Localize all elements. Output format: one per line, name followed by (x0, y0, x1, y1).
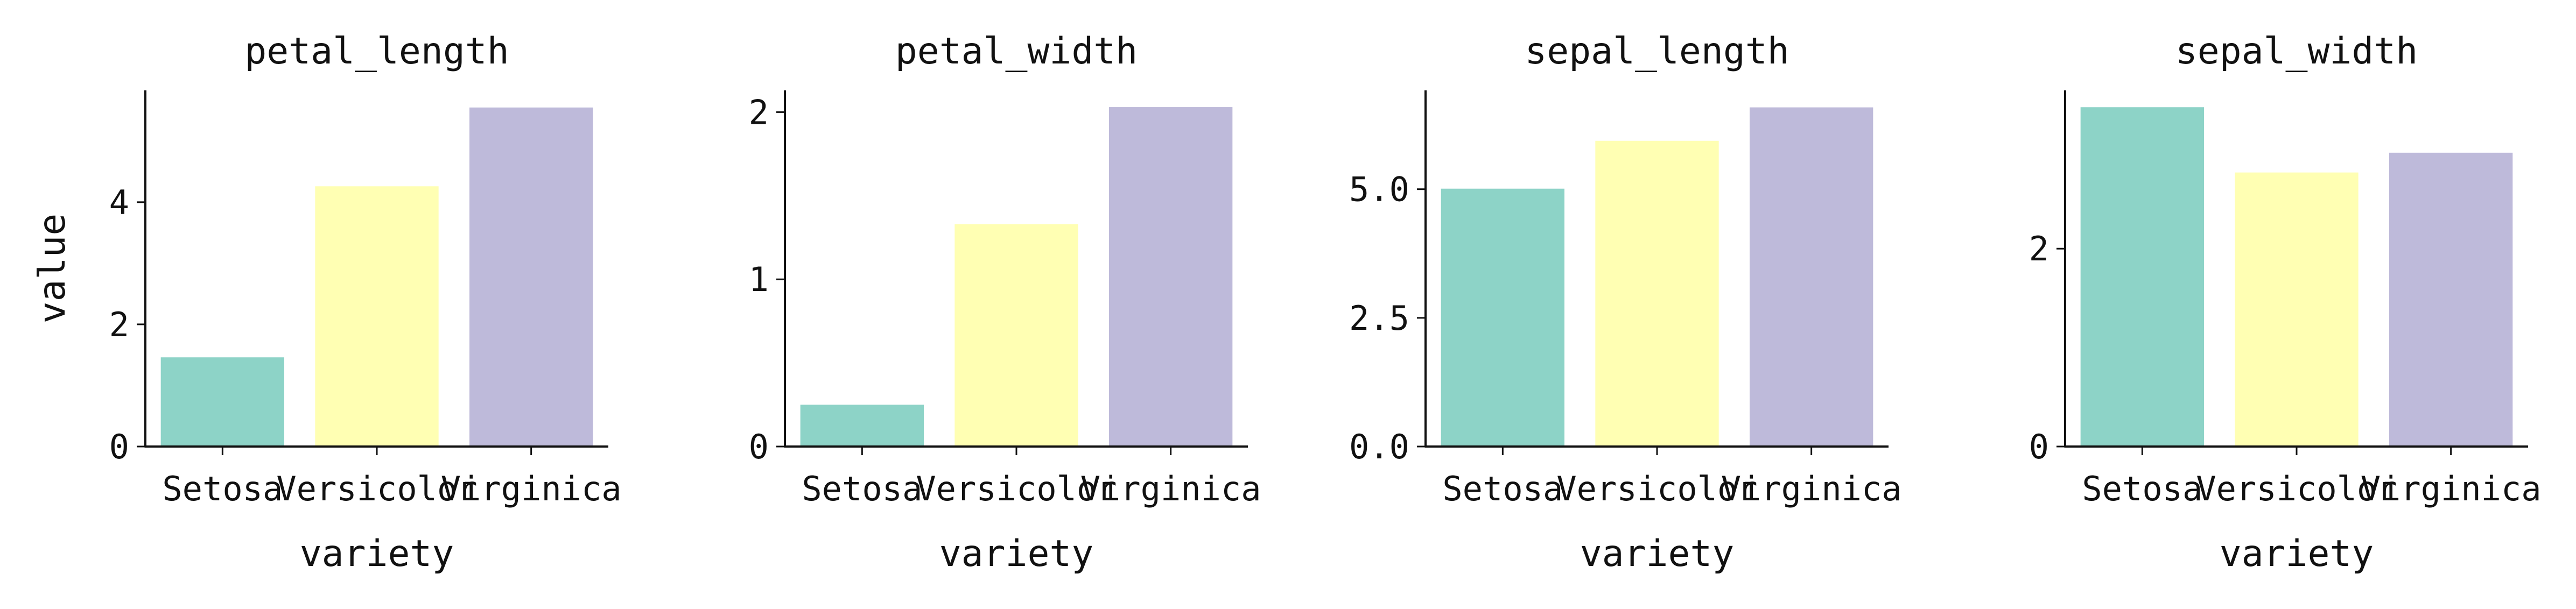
x-axis-label: variety (2220, 533, 2374, 575)
bar-setosa (800, 405, 924, 447)
x-tick-label: Versicolor (1556, 469, 1757, 508)
bar-versicolor (315, 186, 439, 447)
y-tick-label: 0 (109, 427, 129, 466)
y-tick-label: 0.0 (1349, 427, 1409, 466)
bar-setosa (2080, 107, 2204, 447)
x-tick-label: Virginica (441, 469, 622, 508)
x-tick-label: Virginica (2361, 469, 2542, 508)
x-tick-label: Versicolor (2196, 469, 2397, 508)
panel-title: petal_length (244, 30, 509, 73)
x-axis-label: variety (939, 533, 1094, 575)
x-tick-label: Virginica (1721, 469, 1902, 508)
y-tick-label: 0 (749, 427, 769, 466)
bar-virginica (2389, 152, 2513, 447)
bar-versicolor (2235, 172, 2359, 447)
bar-virginica (1109, 107, 1233, 447)
y-tick-label: 4 (109, 183, 129, 222)
x-tick-label: Setosa (802, 469, 922, 508)
y-tick-label: 2 (749, 93, 769, 132)
y-tick-label: 2.5 (1349, 299, 1409, 338)
bar-virginica (1750, 107, 1873, 447)
panel-title: sepal_width (2175, 30, 2418, 73)
y-tick-label: 1 (749, 260, 769, 299)
bar-virginica (469, 107, 593, 447)
x-tick-label: Virginica (1080, 469, 1261, 508)
y-tick-label: 5.0 (1349, 170, 1409, 209)
x-axis-label: variety (300, 533, 454, 575)
bar-setosa (160, 357, 284, 447)
y-tick-label: 2 (109, 305, 129, 344)
x-tick-label: Versicolor (916, 469, 1117, 508)
bar-versicolor (1595, 140, 1719, 447)
x-axis-label: variety (1580, 533, 1735, 575)
x-tick-label: Setosa (2082, 469, 2202, 508)
bar-setosa (1441, 188, 1564, 447)
bar-versicolor (954, 224, 1078, 447)
y-tick-label: 0 (2029, 427, 2049, 466)
panel-title: sepal_length (1525, 30, 1789, 73)
y-axis-label: value (31, 214, 74, 324)
y-tick-label: 2 (2029, 229, 2049, 268)
x-tick-label: Versicolor (276, 469, 477, 508)
x-tick-label: Setosa (1442, 469, 1563, 508)
panel-title: petal_width (895, 30, 1138, 73)
x-tick-label: Setosa (162, 469, 283, 508)
